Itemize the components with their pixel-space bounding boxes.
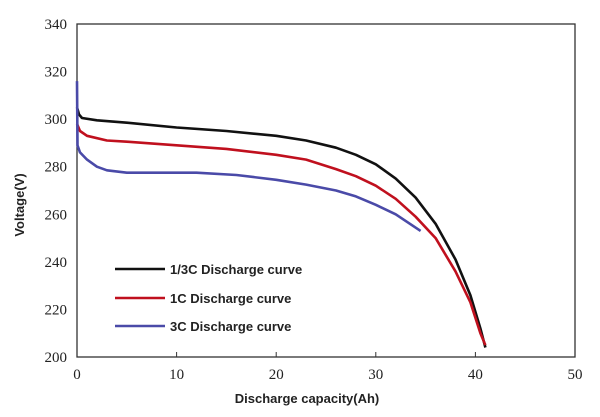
x-tick-label: 0: [73, 367, 81, 383]
x-axis-label: Discharge capacity(Ah): [235, 391, 380, 406]
y-tick-label: 320: [45, 65, 68, 81]
x-tick-label: 30: [368, 367, 383, 383]
series-line-2: [75, 81, 422, 232]
y-tick-label: 200: [45, 350, 68, 366]
x-tick-label: 20: [269, 367, 284, 383]
y-tick-label: 300: [45, 112, 68, 128]
series-line-0: [75, 106, 487, 348]
legend-label-2: 3C Discharge curve: [170, 319, 291, 334]
legend-label-1: 1C Discharge curve: [170, 291, 291, 306]
y-tick-label: 280: [45, 160, 68, 176]
x-tick-label: 40: [468, 367, 483, 383]
y-axis-label: Voltage(V): [12, 173, 27, 236]
x-tick-label: 50: [568, 367, 583, 383]
legend-label-0: 1/3C Discharge curve: [170, 262, 302, 277]
y-tick-label: 260: [45, 207, 68, 223]
y-tick-label: 240: [45, 255, 68, 271]
y-tick-label: 220: [45, 302, 68, 318]
x-tick-label: 10: [169, 367, 184, 383]
y-tick-label: 340: [45, 17, 68, 33]
series-line-1: [75, 123, 487, 346]
plot-frame: [76, 23, 576, 358]
